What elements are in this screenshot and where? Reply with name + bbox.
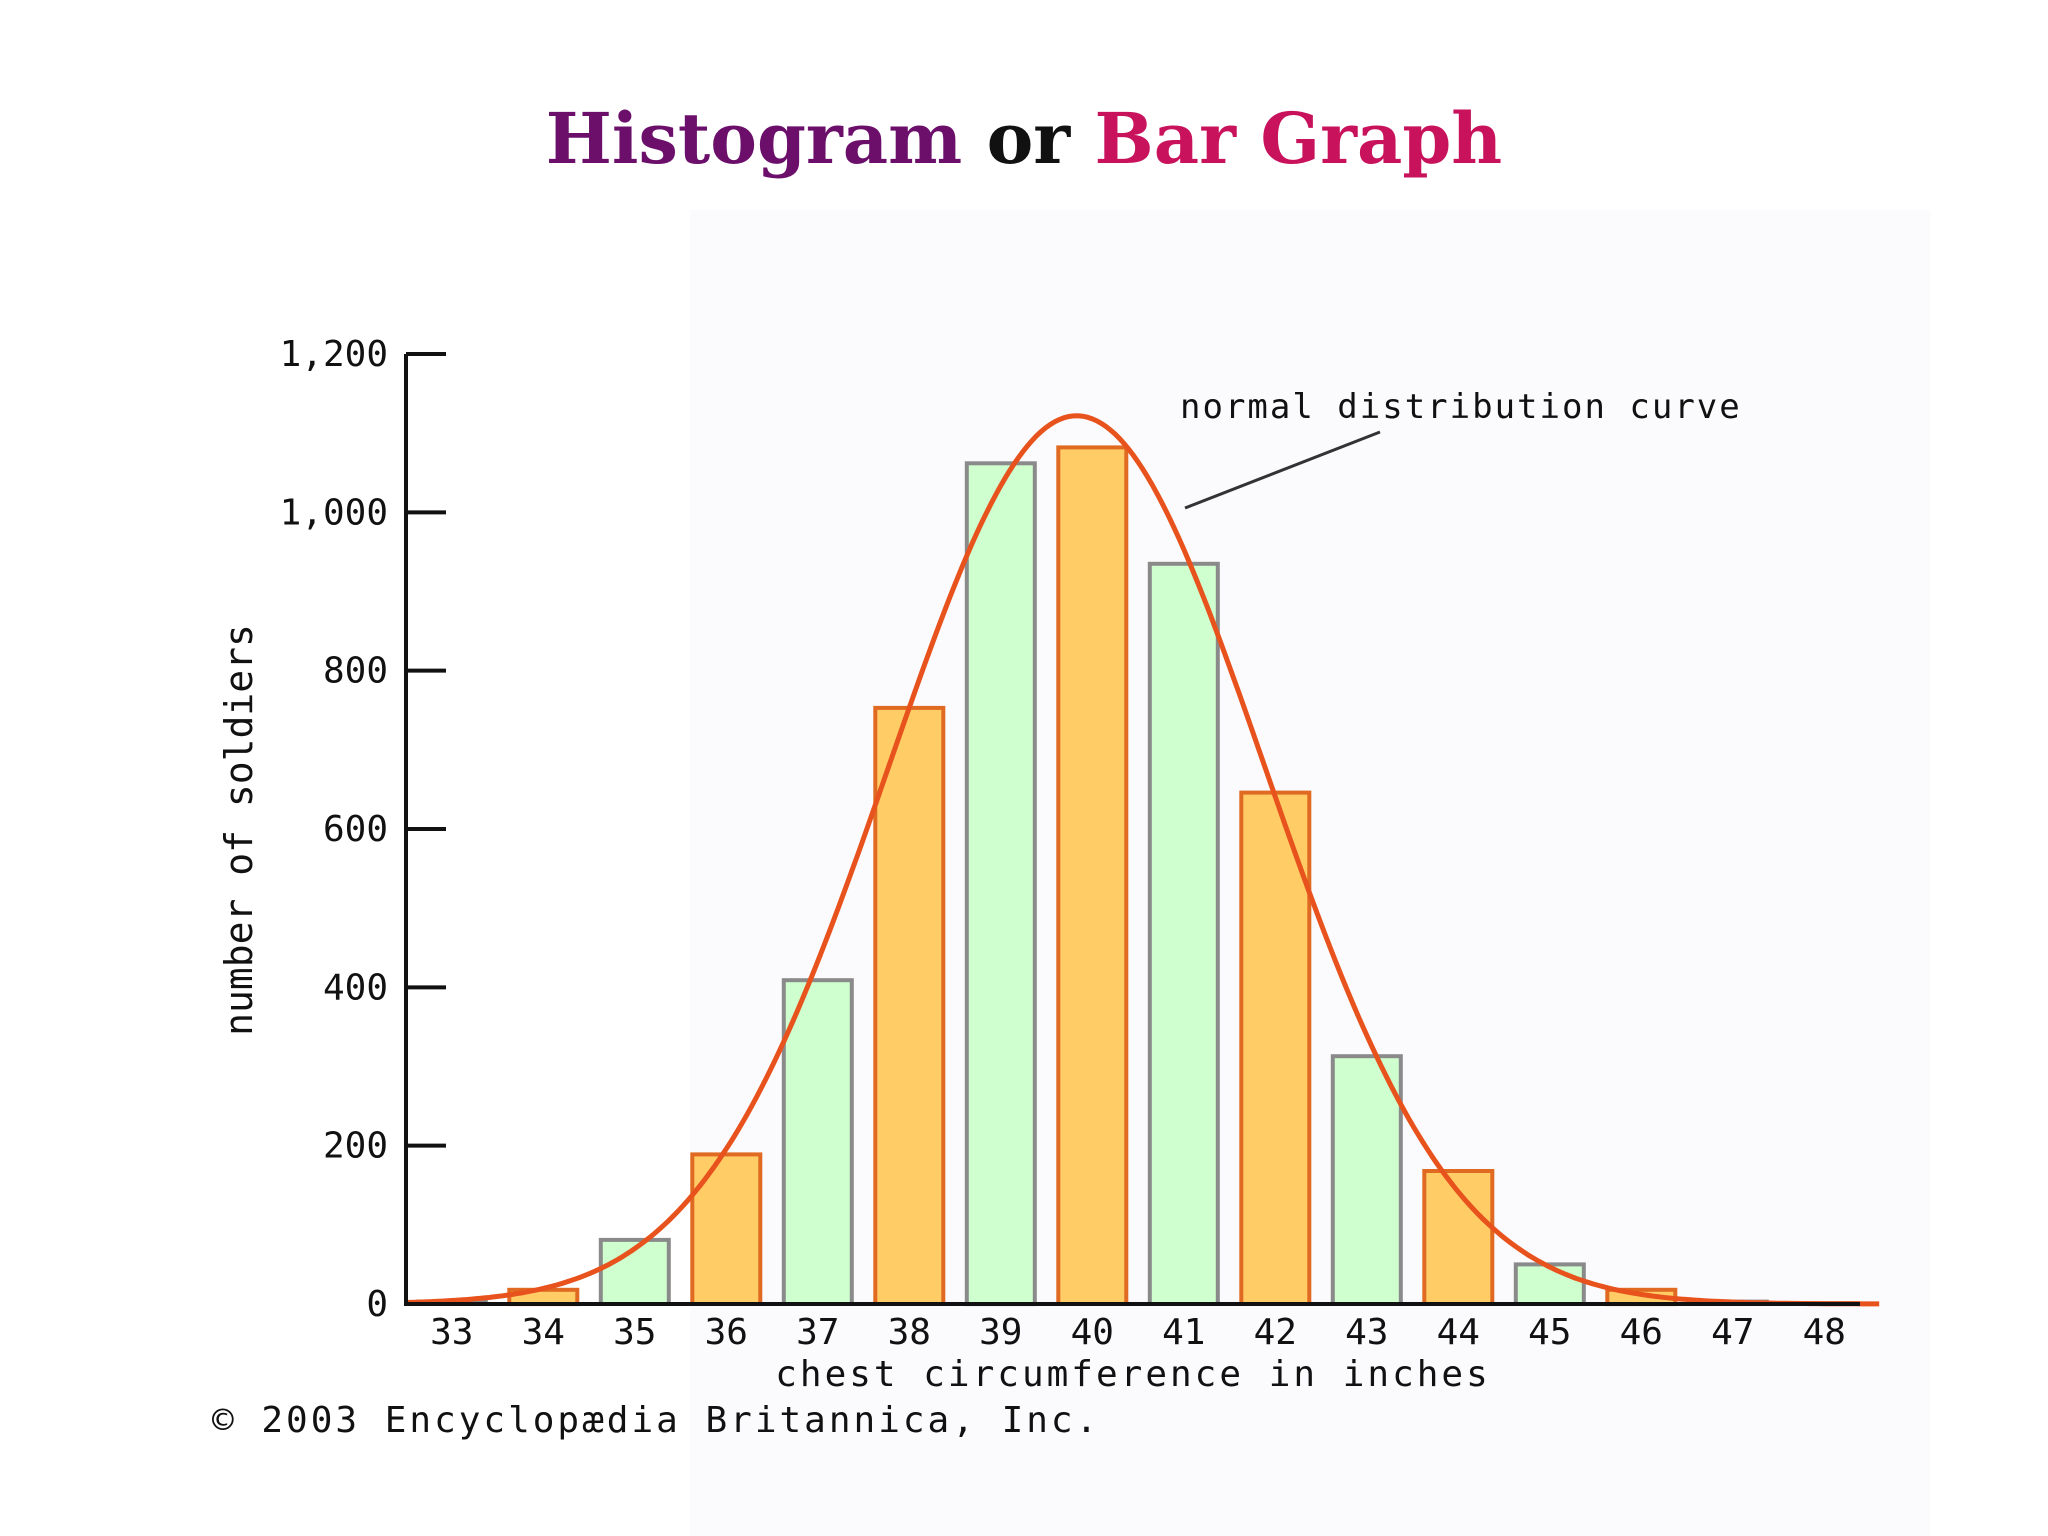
- y-ticks-group: 0 200 400 600 800 1,000 1,200: [280, 334, 446, 1325]
- bar-39: [964, 461, 1037, 1307]
- x-ticks-group: 33 34 35 36 37 38 39 40 41 42 43 44 45 46 47 48: [430, 1312, 1846, 1353]
- bar-45: [1513, 1262, 1586, 1307]
- x-tick-label: 43: [1345, 1312, 1388, 1353]
- normal-distribution-curve: [405, 413, 1880, 1307]
- x-tick-label: 33: [430, 1312, 473, 1353]
- copyright-notice: © 2003 Encyclopædia Britannica, Inc.: [212, 1400, 1101, 1441]
- y-tick-label: 800: [323, 651, 388, 692]
- x-tick-label: 36: [705, 1312, 748, 1353]
- slide-title: Histogram or Bar Graph: [0, 104, 2048, 174]
- bar-38: [873, 705, 946, 1306]
- y-tick-label: 1,200: [280, 334, 388, 375]
- x-tick-label: 34: [522, 1312, 565, 1353]
- curve-label-pointer: [1184, 430, 1381, 510]
- x-tick-label: 41: [1162, 1312, 1205, 1353]
- y-axis-label: number of soldiers: [217, 624, 261, 1036]
- bars-group: [415, 445, 1861, 1307]
- title-histogram: Histogram: [545, 97, 963, 180]
- x-tick-label: 38: [888, 1312, 931, 1353]
- bar-36: [690, 1152, 763, 1307]
- y-tick-label: 200: [323, 1126, 388, 1167]
- x-tick-label: 35: [613, 1312, 656, 1353]
- x-tick-label: 44: [1437, 1312, 1480, 1353]
- y-tick-label: 1,000: [280, 492, 388, 533]
- y-tick-label: 600: [323, 809, 388, 850]
- bar-37: [781, 978, 854, 1306]
- bar-40: [1056, 445, 1129, 1306]
- bar-41: [1147, 561, 1220, 1306]
- x-tick-label: 37: [796, 1312, 839, 1353]
- x-tick-label: 48: [1803, 1312, 1846, 1353]
- y-tick-label: 400: [323, 967, 388, 1008]
- x-tick-label: 39: [979, 1312, 1022, 1353]
- title-bar-graph: Bar Graph: [1094, 97, 1503, 180]
- x-tick-label: 40: [1071, 1312, 1114, 1353]
- y-tick-label: 0: [366, 1284, 388, 1325]
- x-axis-label: chest circumference in inches: [775, 1354, 1491, 1395]
- x-tick-label: 46: [1620, 1312, 1663, 1353]
- x-tick-label: 42: [1254, 1312, 1297, 1353]
- bar-43: [1330, 1054, 1403, 1306]
- x-tick-label: 47: [1711, 1312, 1754, 1353]
- title-or: or: [986, 97, 1071, 180]
- x-tick-label: 45: [1528, 1312, 1571, 1353]
- curve-label: normal distribution curve: [1180, 387, 1742, 427]
